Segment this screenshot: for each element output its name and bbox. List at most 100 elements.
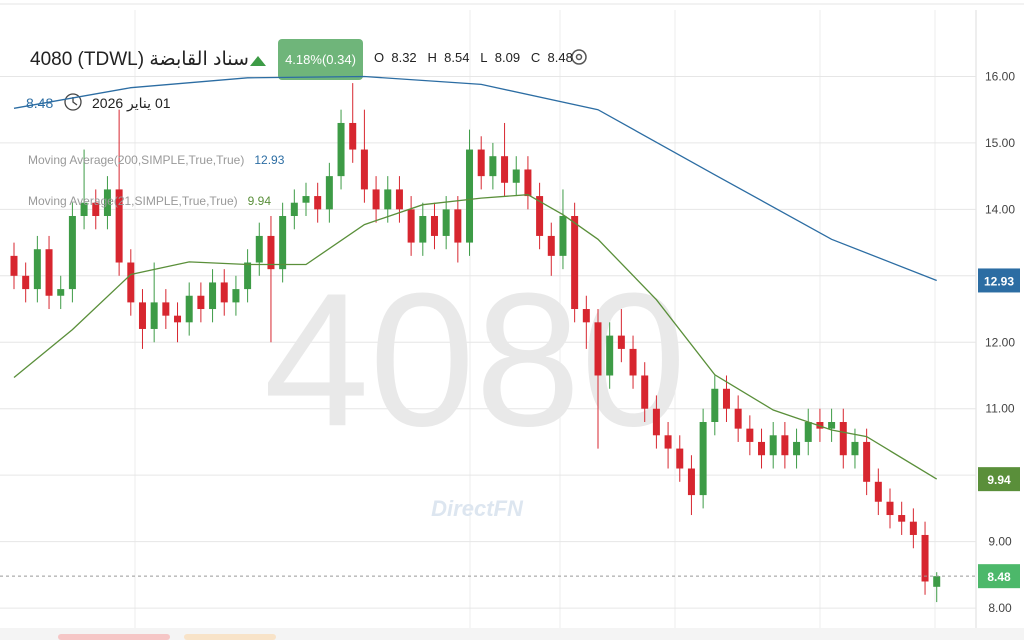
moving-average-line (13, 194, 938, 480)
legend-label: Moving Average(21,SIMPLE,True,True) (28, 194, 238, 208)
last-price-tag: 8.48 (987, 570, 1011, 584)
candle-body (68, 216, 76, 290)
candle-body (501, 156, 509, 183)
candle-body (454, 209, 462, 243)
candle-body (33, 249, 41, 290)
candle-body (512, 169, 520, 183)
up-arrow (250, 56, 266, 66)
candle-body (10, 255, 18, 276)
candle-body (127, 262, 135, 303)
candle-body (909, 521, 917, 535)
candle-body (746, 428, 754, 442)
candle-body (804, 422, 812, 442)
candle-body (641, 375, 649, 409)
candle-body (255, 235, 263, 263)
y-tick-label: 8.00 (988, 601, 1012, 615)
candle-body (22, 275, 30, 290)
candle-body (839, 422, 847, 456)
series-price-tag-box (978, 467, 1020, 492)
candle-body (395, 189, 403, 210)
candle-body (664, 435, 672, 449)
ohlc-value: 8.09 (494, 50, 521, 65)
brand: DirectFN (431, 496, 524, 521)
clock-icon (64, 93, 82, 111)
candle-body (57, 289, 65, 296)
candle-body (197, 295, 205, 310)
tab[interactable] (184, 634, 276, 640)
candle-body (489, 156, 497, 177)
candle-body (430, 216, 438, 236)
candle-body (828, 422, 836, 429)
candle-body (933, 576, 941, 587)
candle-body (571, 216, 579, 310)
candle-body (477, 149, 485, 177)
y-tick-label: 15.00 (985, 136, 1015, 150)
last-price: 8.48 (26, 95, 54, 111)
candle-body (80, 202, 88, 216)
candle-body (898, 515, 906, 522)
legend-entry: Moving Average(200,SIMPLE,True,True) 12.… (28, 153, 284, 167)
candle-body (232, 289, 240, 303)
candle-body (711, 388, 719, 422)
candle-body (629, 348, 637, 376)
candle-body (594, 322, 602, 376)
candle-body (244, 262, 252, 290)
candle-body (92, 202, 100, 216)
ohlc-key: L (480, 50, 488, 65)
candle-body (547, 235, 555, 256)
candle-body (722, 388, 730, 409)
watermark: 4080 (264, 254, 687, 466)
candle-body (302, 196, 310, 203)
candle-body (687, 468, 695, 496)
legend-value: 12.93 (254, 153, 285, 167)
time-grid (134, 10, 936, 628)
y-tick-label: 9.00 (988, 535, 1012, 549)
legend-value: 9.94 (247, 194, 272, 208)
y-tick-label: 14.00 (985, 202, 1015, 216)
candle-body (290, 202, 298, 216)
tab[interactable] (58, 634, 170, 640)
candle-body (138, 302, 146, 329)
legend-label: Moving Average(200,SIMPLE,True,True) (28, 153, 245, 167)
candle-body (174, 315, 182, 323)
candle-body (279, 216, 287, 270)
date: 01 يناير 2026 (92, 95, 171, 111)
candle-body (115, 189, 123, 263)
candle-body (45, 249, 53, 296)
candle-body (407, 209, 415, 243)
series-price-tag: 12.93 (984, 274, 1014, 288)
candle-body (162, 302, 170, 316)
candle-body (676, 448, 684, 469)
ohlc-value: 8.48 (547, 50, 573, 65)
candle-body (559, 216, 567, 256)
candle-body (103, 189, 111, 216)
change: 4.18%(0.34) (285, 52, 356, 67)
candle-body (921, 534, 929, 582)
candle-body (874, 481, 882, 502)
candle-body (734, 408, 742, 429)
ohlc-value: 8.32 (391, 50, 417, 65)
candle-body (150, 302, 158, 329)
settings-icon[interactable] (571, 49, 587, 65)
candle-body (886, 501, 894, 516)
moving-average-line (13, 75, 937, 282)
candle-body (536, 196, 544, 236)
candle-body (185, 295, 193, 323)
candle-body (582, 309, 590, 323)
y-tick-label: 12.00 (985, 335, 1015, 349)
series-price-tag-box (978, 268, 1020, 293)
y-tick-label: 16.00 (985, 69, 1015, 83)
candle-body (617, 335, 625, 349)
candle-body (781, 435, 789, 456)
candle-body (314, 196, 322, 210)
ohlc-key: O (374, 50, 385, 65)
candle-body (419, 216, 427, 243)
ohlc: O 8.32 H 8.54 L 8.09 C 8.48 (374, 50, 573, 65)
symbol: 4080 (TDWL) سناد القابضة (30, 49, 249, 70)
candle-body (466, 149, 474, 243)
change-badge[interactable] (278, 39, 363, 80)
candle-body (606, 335, 614, 376)
